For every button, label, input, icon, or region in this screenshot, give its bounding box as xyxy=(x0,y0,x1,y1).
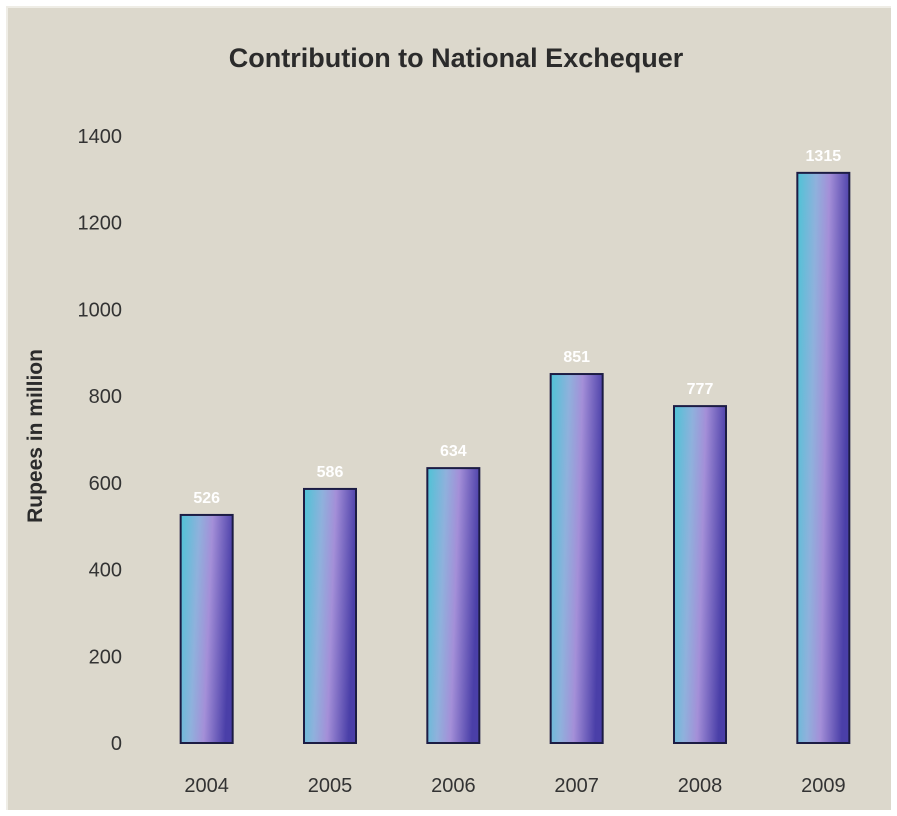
bar-2004 xyxy=(179,513,234,744)
bar-2006 xyxy=(426,467,481,744)
y-tick-label: 400 xyxy=(89,560,122,582)
data-label-2006: 634 xyxy=(440,443,467,460)
y-tick-label: 1000 xyxy=(78,299,123,321)
x-tick-label-2007: 2007 xyxy=(554,775,599,797)
data-label-2009: 1315 xyxy=(806,148,842,165)
y-tick-label: 0 xyxy=(111,733,122,755)
y-axis-ticks: 0 200 400 600 800 1000 1200 1400 xyxy=(78,126,123,755)
bars-group: 526 586 634 851 777 1315 xyxy=(179,148,851,745)
y-tick-label: 200 xyxy=(89,646,122,668)
bar-2009 xyxy=(796,171,851,744)
y-tick-label: 1400 xyxy=(78,126,123,148)
data-label-2004: 526 xyxy=(193,490,220,507)
y-tick-label: 800 xyxy=(89,386,122,408)
x-axis-ticks: 2004 2005 2006 2007 2008 2009 xyxy=(184,775,845,797)
data-label-2005: 586 xyxy=(317,464,344,481)
data-label-2008: 777 xyxy=(687,381,714,398)
x-tick-label-2008: 2008 xyxy=(678,775,723,797)
chart-title: Contribution to National Exchequer xyxy=(229,43,684,73)
x-tick-label-2004: 2004 xyxy=(184,775,229,797)
y-tick-label: 600 xyxy=(89,473,122,495)
y-tick-label: 1200 xyxy=(78,213,123,235)
y-axis-label: Rupees in million xyxy=(24,349,47,523)
x-tick-label-2009: 2009 xyxy=(801,775,846,797)
bar-2008 xyxy=(673,405,727,744)
data-label-2007: 851 xyxy=(563,349,590,366)
bar-2005 xyxy=(303,487,357,745)
x-tick-label-2006: 2006 xyxy=(431,775,476,797)
bar-2007 xyxy=(549,373,604,744)
x-tick-label-2005: 2005 xyxy=(308,775,353,797)
